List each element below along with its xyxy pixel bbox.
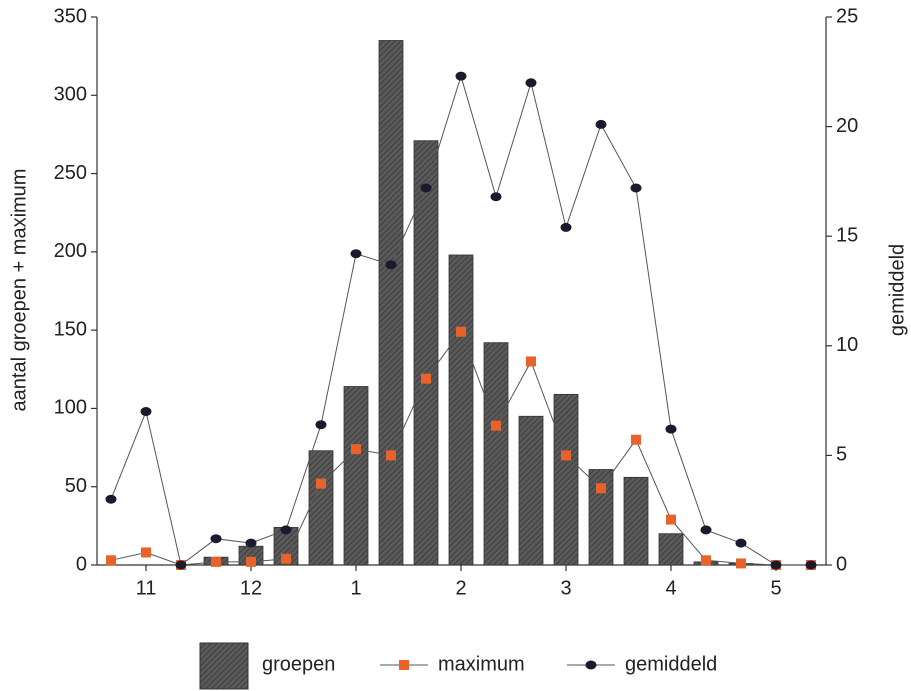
bar [553, 393, 579, 566]
marker [561, 450, 571, 461]
marker [631, 434, 641, 445]
y2-tick-label: 10 [836, 334, 858, 356]
marker [420, 183, 432, 193]
bar [448, 254, 474, 566]
y-tick-label: 0 [76, 553, 87, 575]
y-axis-label: aantal groepen + maximum [8, 169, 30, 412]
marker [736, 558, 746, 569]
y-tick-label: 200 [54, 240, 87, 262]
marker [106, 555, 116, 566]
marker [666, 514, 676, 525]
legend-marker [585, 660, 597, 670]
marker [175, 560, 187, 570]
x-tick-label: 11 [136, 577, 157, 599]
bar [343, 386, 369, 566]
x-tick-label: 5 [770, 577, 781, 599]
bar [623, 476, 649, 566]
y-tick-label: 250 [54, 162, 87, 184]
marker [456, 326, 466, 337]
marker [281, 553, 291, 564]
y2-tick-label: 0 [836, 553, 847, 575]
marker [211, 556, 221, 567]
marker [245, 538, 257, 548]
bar [483, 342, 509, 566]
marker [735, 538, 747, 548]
y-tick-label: 150 [54, 318, 87, 340]
marker [491, 420, 501, 431]
bar [658, 533, 684, 566]
y-tick-label: 50 [65, 475, 87, 497]
marker [805, 560, 817, 570]
legend-swatch [199, 642, 249, 690]
x-tick-label: 2 [455, 577, 466, 599]
marker [385, 260, 397, 270]
y-tick-label: 100 [54, 397, 87, 419]
x-tick-label: 3 [560, 577, 571, 599]
bar [588, 469, 614, 566]
marker [770, 560, 782, 570]
y2-tick-label: 20 [836, 115, 858, 137]
marker [246, 556, 256, 567]
legend-label: groepen [262, 653, 335, 675]
x-tick-label: 1 [350, 577, 361, 599]
marker [455, 71, 467, 81]
marker [280, 525, 292, 535]
marker [386, 450, 396, 461]
marker [701, 555, 711, 566]
marker [525, 78, 537, 88]
marker [526, 356, 536, 367]
x-tick-label: 4 [665, 577, 676, 599]
bar [378, 40, 404, 566]
y-tick-label: 350 [54, 5, 87, 27]
marker [316, 478, 326, 489]
y2-axis-label: gemiddeld [886, 244, 908, 336]
marker [630, 183, 642, 193]
x-tick-label: 12 [240, 577, 262, 599]
marker [596, 483, 606, 494]
marker [351, 444, 361, 455]
y2-tick-label: 5 [836, 444, 847, 466]
marker [490, 192, 502, 202]
bar [308, 450, 334, 566]
marker [421, 373, 431, 384]
y2-tick-label: 15 [836, 224, 858, 246]
marker [140, 407, 152, 417]
marker [665, 424, 677, 434]
marker [560, 222, 572, 232]
bar [518, 415, 544, 566]
marker [700, 525, 712, 535]
marker [141, 547, 151, 558]
legend-label: maximum [438, 653, 525, 675]
marker [595, 119, 607, 129]
marker [350, 249, 362, 259]
legend-label: gemiddeld [625, 653, 717, 675]
bar [413, 140, 439, 566]
legend-marker [399, 660, 409, 670]
y2-tick-label: 25 [836, 5, 858, 27]
marker [315, 420, 327, 430]
marker [210, 534, 222, 544]
marker [105, 494, 117, 504]
y-tick-label: 300 [54, 84, 87, 106]
